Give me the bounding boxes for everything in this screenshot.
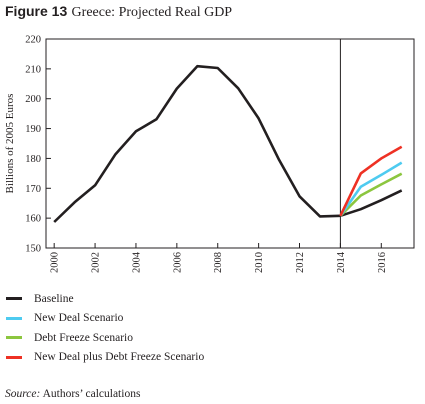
- legend-swatch: [6, 316, 22, 320]
- x-axis: 2000 2002 2004 2006 2008 2010 2012 2014 2016: [50, 243, 388, 273]
- legend-label: New Deal Scenario: [34, 312, 124, 325]
- legend-item: New Deal plus Debt Freeze Scenario: [6, 348, 204, 368]
- legend-swatch: [6, 297, 22, 301]
- x-tick-label: 2000: [50, 252, 61, 273]
- legend-item: New Deal Scenario: [6, 309, 204, 329]
- x-tick-label: 2016: [377, 252, 388, 273]
- legend-label: New Deal plus Debt Freeze Scenario: [34, 351, 205, 364]
- legend-label: Debt Freeze Scenario: [34, 331, 133, 344]
- x-tick-label: 2006: [172, 252, 183, 273]
- legend: Baseline New Deal Scenario Debt Freeze Sce…: [6, 289, 204, 367]
- legend-label: Baseline: [34, 292, 74, 305]
- plot-border: [45, 38, 415, 249]
- source-note: Source: Authors’ calculations: [5, 388, 140, 400]
- y-axis-label: Billions of 2005 Euros: [4, 94, 16, 194]
- legend-item: Debt Freeze Scenario: [6, 328, 204, 348]
- source-label: Source:: [5, 388, 41, 400]
- figure-number: Figure 13: [5, 3, 68, 19]
- y-tick-label: 150: [25, 244, 41, 255]
- plot-frame: [45, 38, 415, 249]
- y-tick-label: 200: [25, 94, 41, 105]
- source-text: Authors’ calculations: [40, 388, 141, 400]
- series-line-baseline: [53, 64, 403, 223]
- y-tick-label: 180: [25, 154, 41, 165]
- figure-name: Greece: Projected Real GDP: [71, 5, 233, 20]
- x-tick-label: 2014: [336, 251, 347, 273]
- y-tick-label: 220: [25, 35, 41, 46]
- y-tick-label: 190: [25, 124, 41, 135]
- y-tick-label: 160: [25, 214, 41, 225]
- series-group: [53, 64, 403, 223]
- series-line-new-deal-scenario: [339, 161, 403, 217]
- legend-swatch: [6, 355, 22, 359]
- figure-title: Figure 13 Greece: Projected Real GDP: [5, 3, 232, 21]
- series-line-debt-freeze-scenario: [339, 172, 403, 217]
- x-tick-label: 2004: [131, 251, 142, 273]
- series-line-new-deal-plus-debt-freeze-scenario: [339, 145, 403, 217]
- legend-swatch: [6, 336, 22, 340]
- y-tick-label: 210: [25, 64, 41, 75]
- x-tick-label: 2012: [295, 252, 306, 273]
- y-tick-label: 170: [25, 184, 41, 195]
- x-tick-label: 2002: [91, 252, 102, 273]
- y-axis: 150 160 170 180 190 200 210 220: [25, 35, 51, 255]
- x-tick-label: 2010: [254, 252, 265, 273]
- legend-item: Baseline: [6, 289, 204, 309]
- x-tick-label: 2008: [213, 252, 224, 273]
